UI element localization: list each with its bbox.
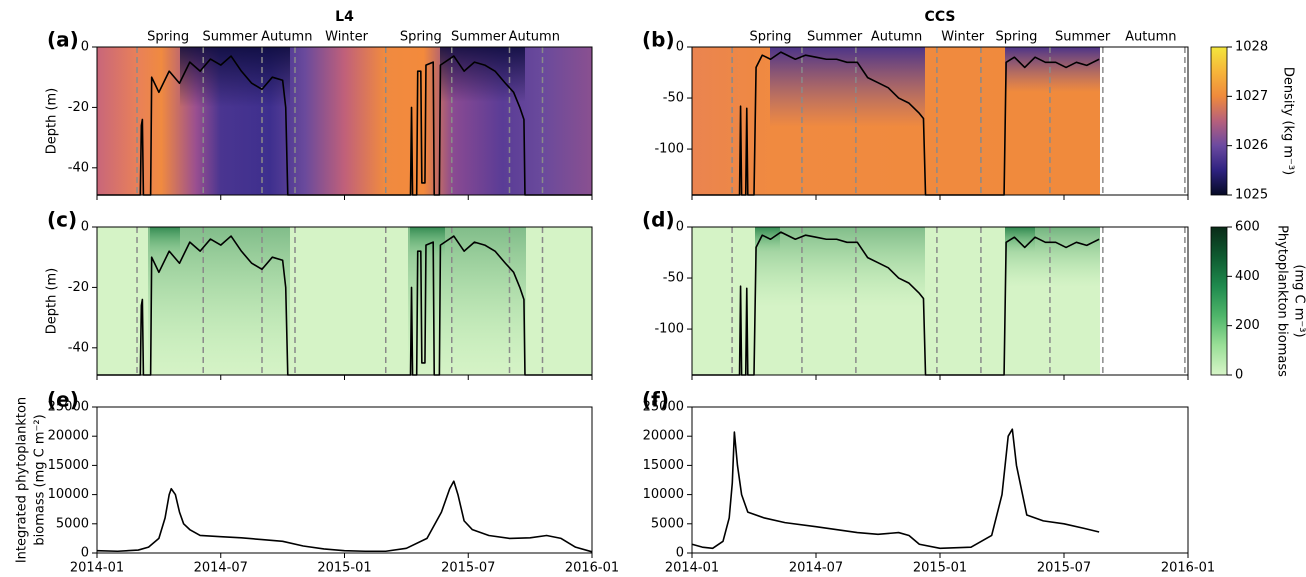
y-tick-label: 10000 — [643, 487, 684, 502]
x-tick-label: 2016-01 — [1161, 561, 1215, 576]
season-label: Autumn — [871, 30, 922, 45]
season-label: Autumn — [509, 30, 560, 45]
density-field — [1005, 47, 1100, 92]
season-label: Autumn — [261, 30, 312, 45]
panel-title: CCS — [925, 9, 956, 25]
season-label: Autumn — [1125, 30, 1176, 45]
y-tick-label: 5000 — [56, 516, 89, 531]
x-tick-label: 2015-07 — [1037, 561, 1091, 576]
y-tick-label: -50 — [663, 271, 684, 286]
y-tick-label: 0 — [81, 546, 89, 561]
heatmap-backgrounds — [97, 47, 1100, 375]
biomass-field — [410, 227, 445, 257]
panel-title: L4 — [335, 9, 354, 25]
season-label: Spring — [750, 30, 792, 45]
line — [96, 480, 593, 553]
y-axis-label: Integrated phytoplankton — [15, 397, 30, 563]
y-tick-label: -20 — [68, 280, 89, 295]
x-tick-label: 2015-01 — [317, 561, 371, 576]
y-tick-label: -100 — [654, 142, 684, 157]
colorbar-tick-label: 1027 — [1235, 89, 1268, 104]
density-field — [770, 47, 925, 127]
x-tick-label: 2015-07 — [441, 561, 495, 576]
y-tick-label: -50 — [663, 91, 684, 106]
panel-label: (a) — [47, 28, 79, 52]
x-tick-label: 2014-01 — [665, 561, 719, 576]
season-label: Winter — [325, 30, 369, 45]
axes-frame — [691, 406, 1189, 554]
y-tick-label: 5000 — [651, 516, 684, 531]
colorbar-tick-label: 0 — [1235, 368, 1243, 383]
x-tick-label: 2014-07 — [789, 561, 843, 576]
line — [97, 235, 592, 376]
colorbar-label: (mg C m⁻³) — [1292, 264, 1306, 337]
x-tick-label: 2015-01 — [913, 561, 967, 576]
season-label: Spring — [147, 30, 189, 45]
biomass-field — [150, 227, 180, 257]
colorbar-tick-label: 1028 — [1235, 40, 1268, 55]
season-label: Summer — [807, 30, 863, 45]
axes-frame — [96, 406, 593, 554]
colorbar-tick-label: 400 — [1235, 269, 1260, 284]
y-tick-label: -20 — [68, 100, 89, 115]
season-label: Spring — [400, 30, 442, 45]
panel-label: (e) — [47, 388, 79, 412]
colorbar-tick-label: 1025 — [1235, 188, 1268, 203]
panel-label: (c) — [47, 208, 77, 232]
y-tick-label: 20000 — [643, 429, 684, 444]
season-label: Summer — [1055, 30, 1111, 45]
season-label: Winter — [941, 30, 985, 45]
y-axis-label: biomass (mg C m⁻²) — [33, 414, 48, 545]
colorbar-tick-label: 1026 — [1235, 138, 1268, 153]
y-tick-label: 15000 — [48, 458, 89, 473]
panel-label: (f) — [642, 388, 669, 412]
y-tick-label: 10000 — [48, 487, 89, 502]
y-axis-label: Depth (m) — [45, 88, 60, 155]
season-label: Spring — [995, 30, 1037, 45]
y-tick-label: -40 — [68, 340, 89, 355]
colorbar-label: Density (kg m⁻³) — [1281, 67, 1296, 175]
x-tick-label: 2016-01 — [565, 561, 619, 576]
y-tick-label: 0 — [676, 546, 684, 561]
y-axis-label: Depth (m) — [45, 268, 60, 335]
panel-label: (b) — [642, 28, 675, 52]
colorbar — [1210, 226, 1228, 376]
y-tick-label: 25000 — [643, 400, 684, 415]
colorbar-tick-label: 200 — [1235, 318, 1260, 333]
y-tick-label: -40 — [68, 160, 89, 175]
biomass-field — [755, 227, 925, 307]
y-tick-label: 0 — [81, 40, 89, 55]
y-tick-label: 0 — [676, 40, 684, 55]
density-field — [440, 47, 525, 102]
panel-label: (d) — [642, 208, 675, 232]
colorbar-tick-label: 600 — [1235, 220, 1260, 235]
y-tick-label: 15000 — [643, 458, 684, 473]
biomass-field — [755, 227, 780, 252]
y-tick-label: 0 — [676, 220, 684, 235]
x-tick-label: 2014-01 — [70, 561, 124, 576]
y-tick-label: 25000 — [48, 400, 89, 415]
colorbar-label: Phytoplankton biomass — [1275, 225, 1290, 377]
season-label: Summer — [202, 30, 258, 45]
y-tick-label: 20000 — [48, 429, 89, 444]
season-label: Summer — [451, 30, 507, 45]
y-tick-label: 0 — [81, 220, 89, 235]
x-tick-label: 2014-07 — [194, 561, 248, 576]
y-tick-label: -100 — [654, 322, 684, 337]
colorbar — [1210, 46, 1228, 196]
line — [97, 55, 592, 196]
line — [691, 428, 1100, 550]
